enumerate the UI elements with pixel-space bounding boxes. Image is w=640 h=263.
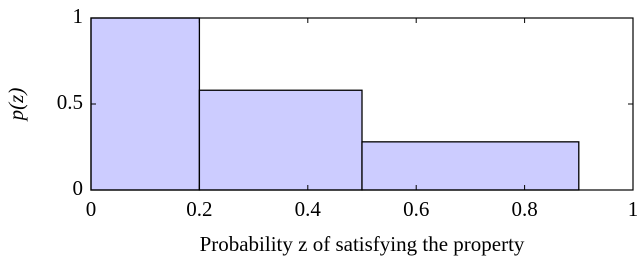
x-axis-label: Probability z of satisfying the property (200, 232, 525, 256)
y-tick-label: 0 (73, 176, 84, 200)
x-tick-label: 0.6 (403, 197, 429, 221)
x-tick-label: 0.2 (186, 197, 212, 221)
x-tick-label: 1 (628, 197, 639, 221)
y-tick-label: 1 (73, 4, 84, 28)
bar (90, 17, 201, 191)
x-tick-label: 0.4 (295, 197, 322, 221)
y-tick-label: 0.5 (57, 90, 83, 114)
bar (198, 89, 363, 191)
bar (361, 141, 580, 191)
x-tick-label: 0 (86, 197, 97, 221)
y-axis-label: p(z) (4, 88, 28, 123)
x-tick-label: 0.8 (511, 197, 537, 221)
